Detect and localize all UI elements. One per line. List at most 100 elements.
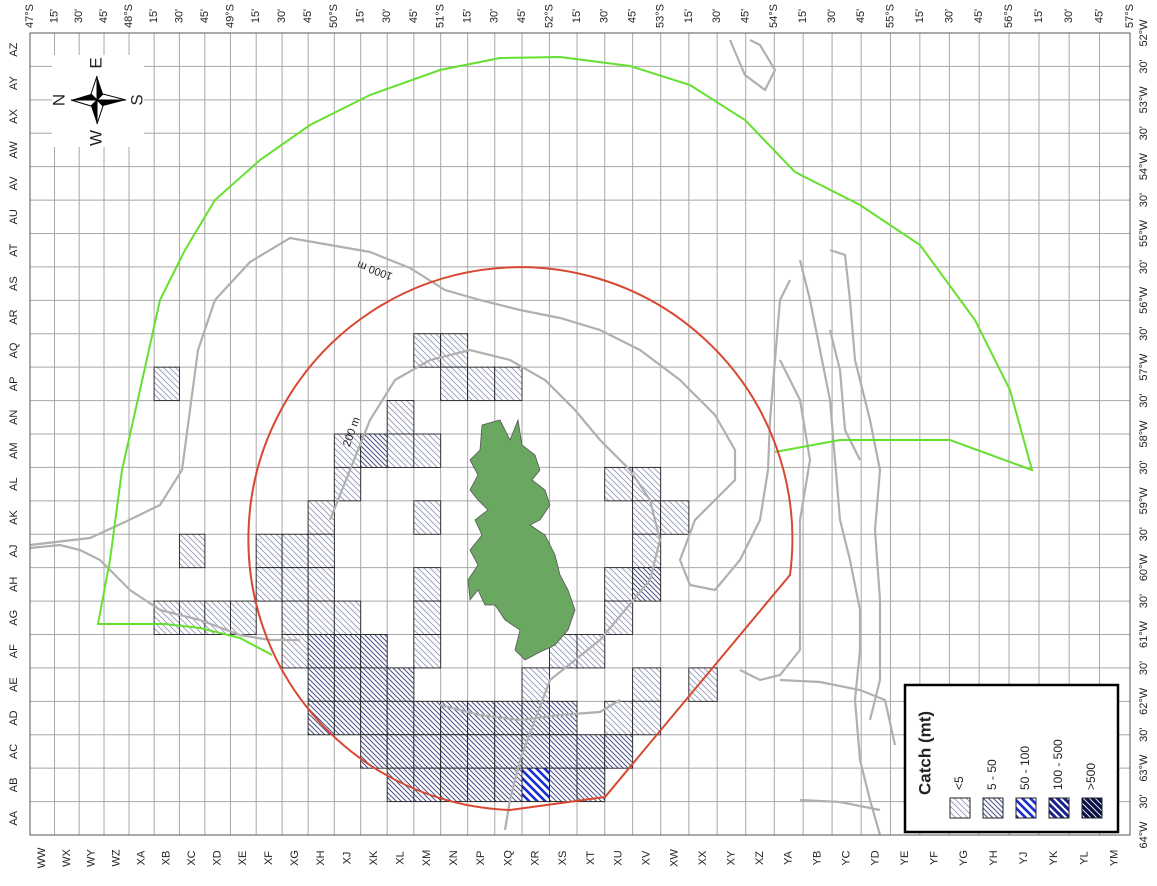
catch-cell bbox=[688, 667, 718, 702]
right-axis-label: 63°W bbox=[1138, 754, 1150, 782]
top-axis-label: 30' bbox=[1063, 9, 1075, 23]
left-axis-label: AP bbox=[8, 377, 20, 392]
top-axis-label: 15' bbox=[355, 9, 367, 23]
left-axis-label: AK bbox=[8, 510, 20, 525]
bottom-axis-label: XA bbox=[135, 850, 147, 865]
axis-labels: 47°S 15' 30' 45' 48°S 15' 30' 45' 49°S 15' 30' 45' 5… bbox=[8, 4, 1150, 868]
top-axis-label: 53°S bbox=[655, 4, 667, 28]
island bbox=[467, 418, 576, 661]
catch-cell bbox=[440, 333, 469, 368]
bottom-axis-label: XU bbox=[613, 850, 625, 865]
left-axis-label: AM bbox=[8, 442, 20, 459]
legend-label: <5 bbox=[952, 776, 966, 790]
catch-cell bbox=[576, 734, 606, 769]
compass-point bbox=[71, 94, 97, 100]
bottom-axis-label: XD bbox=[212, 850, 224, 865]
top-axis-label: 15' bbox=[797, 9, 809, 23]
catch-cell bbox=[467, 767, 496, 803]
catch-cell bbox=[440, 767, 469, 803]
left-axis-label: AW bbox=[8, 141, 20, 159]
top-axis-label: 30' bbox=[73, 9, 85, 23]
bottom-axis-label: XT bbox=[585, 851, 597, 865]
left-axis-label: AJ bbox=[8, 545, 20, 558]
top-axis-label: 57°S bbox=[1124, 4, 1136, 28]
bottom-axis-label: WW bbox=[36, 847, 48, 868]
catch-cell bbox=[281, 567, 309, 602]
bottom-axis-label: XK bbox=[368, 850, 380, 865]
catch-cell bbox=[660, 500, 690, 535]
catch-cell bbox=[333, 667, 362, 702]
catch-cell bbox=[413, 767, 442, 803]
left-axis-label: AY bbox=[8, 76, 20, 91]
catch-cell bbox=[494, 767, 523, 803]
legend-swatch bbox=[1081, 797, 1103, 819]
top-axis-label: 15' bbox=[914, 9, 926, 23]
catch-cell bbox=[360, 433, 388, 468]
compass-point bbox=[95, 93, 127, 101]
legend-label: 100 - 500 bbox=[1051, 739, 1065, 790]
bottom-axis-label: YK bbox=[1048, 850, 1060, 865]
catch-cell bbox=[386, 734, 415, 769]
inner-zone-boundary bbox=[247, 266, 794, 812]
top-axis-label: 45' bbox=[302, 9, 314, 23]
top-axis-label: 15' bbox=[571, 9, 583, 23]
top-axis-label: 45' bbox=[855, 9, 867, 23]
bottom-axis-label: XS bbox=[557, 851, 569, 866]
right-axis-label: 58°W bbox=[1138, 420, 1150, 448]
compass-point bbox=[70, 99, 99, 107]
bottom-axis-label: YJ bbox=[1018, 852, 1030, 865]
legend-label: >500 bbox=[1084, 763, 1098, 790]
catch-cell bbox=[548, 767, 578, 803]
catch-cell bbox=[333, 700, 362, 736]
catch-cell bbox=[333, 466, 362, 502]
legend-swatch bbox=[1048, 797, 1070, 819]
legend-label: 5 - 50 bbox=[985, 759, 999, 790]
bottom-axis-label: YF bbox=[929, 851, 941, 865]
top-axis-label: 47°S bbox=[24, 4, 36, 28]
top-axis-label: 45' bbox=[98, 9, 110, 23]
catch-cell bbox=[360, 734, 388, 769]
right-axis-label: 62°W bbox=[1138, 687, 1150, 715]
catch-cell bbox=[467, 734, 496, 769]
catch-cell bbox=[632, 533, 662, 569]
right-axis-label: 64°W bbox=[1138, 821, 1150, 849]
catch-cell bbox=[521, 667, 550, 702]
catch-cell bbox=[413, 500, 442, 535]
right-axis-label: 60°W bbox=[1138, 554, 1150, 582]
catch-cell bbox=[413, 567, 442, 602]
top-axis-label: 56°S bbox=[1003, 4, 1015, 28]
bottom-axis-label: XR bbox=[530, 850, 542, 865]
bottom-axis-label: XW bbox=[669, 849, 681, 867]
catch-cell bbox=[386, 767, 415, 803]
bottom-axis-label: WZ bbox=[110, 849, 122, 866]
right-axis-label: 30' bbox=[1138, 728, 1150, 742]
left-axis-label: AT bbox=[8, 243, 20, 257]
top-axis-label: 51°S bbox=[435, 4, 447, 28]
bottom-axis-label: WX bbox=[61, 848, 73, 866]
compass-letter: S bbox=[127, 94, 146, 105]
catch-cell bbox=[333, 634, 362, 669]
left-axis-label: AH bbox=[8, 577, 20, 592]
top-axis-label: 45' bbox=[1093, 9, 1105, 23]
compass-letter: E bbox=[86, 57, 105, 68]
legend-label: 50 - 100 bbox=[1018, 746, 1032, 790]
bottom-axis-label: YE bbox=[899, 851, 911, 866]
right-axis-label: 30' bbox=[1138, 661, 1150, 675]
right-axis-label: 57°W bbox=[1138, 353, 1150, 381]
bottom-axis-label: XB bbox=[161, 851, 173, 866]
bottom-axis-label: YH bbox=[988, 850, 1000, 865]
right-axis-label: 30' bbox=[1138, 126, 1150, 140]
top-axis-label: 30' bbox=[381, 9, 393, 23]
contour-inner bbox=[439, 699, 621, 722]
bottom-axis-label: XJ bbox=[341, 852, 353, 865]
catch-cell bbox=[307, 634, 335, 669]
contour-1000m bbox=[29, 236, 791, 592]
catch-cell bbox=[467, 366, 496, 402]
left-axis-label: AG bbox=[8, 610, 20, 626]
left-axis-label: AR bbox=[8, 309, 20, 324]
top-axis-label: 15' bbox=[48, 9, 60, 23]
catch-cell bbox=[360, 634, 388, 669]
catch-cell bbox=[413, 700, 442, 736]
catch-cell bbox=[178, 533, 206, 569]
